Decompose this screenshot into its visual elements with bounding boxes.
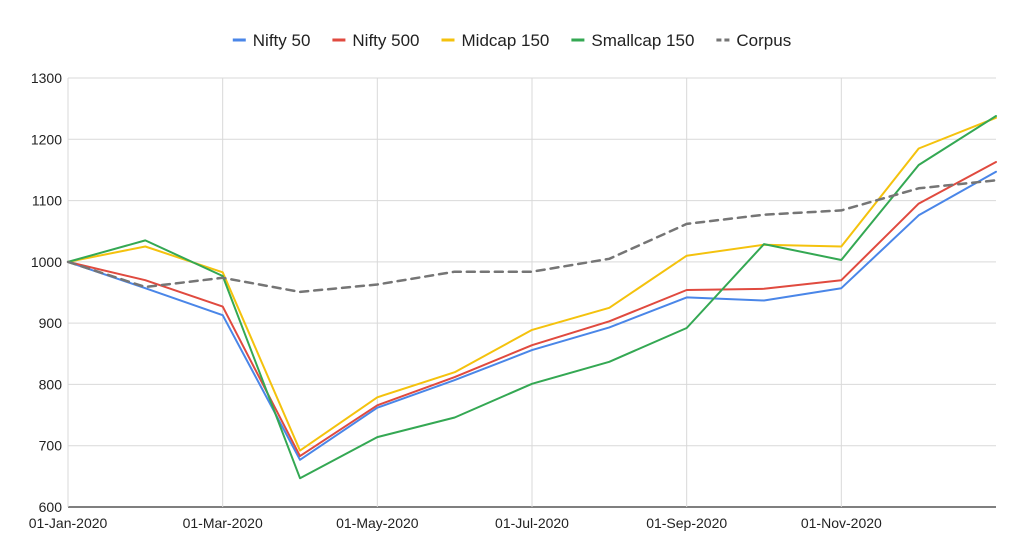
series-line-corpus [66, 179, 998, 294]
gridlines [67, 77, 996, 508]
series-line-nifty-500 [67, 161, 997, 458]
legend-label: Corpus [736, 31, 791, 50]
legend-item-nifty-500: Nifty 500 [332, 31, 420, 50]
x-axis-ticks: 01-Jan-2020 01-Mar-2020 01-May-2020 01-Jul-… [29, 515, 882, 531]
x-tick-label: 01-Jul-2020 [495, 515, 569, 531]
y-tick-label: 1000 [31, 254, 62, 270]
y-tick-label: 900 [39, 315, 63, 331]
y-tick-label: 800 [39, 376, 63, 392]
series-line-smallcap-150 [67, 115, 997, 480]
legend-label: Midcap 150 [462, 31, 550, 50]
y-axis-ticks: 600 700 800 900 1000 1100 1200 1300 [31, 70, 62, 515]
x-tick-label: 01-Nov-2020 [801, 515, 882, 531]
legend-label: Nifty 50 [253, 31, 311, 50]
series-line-nifty-50 [67, 170, 997, 461]
y-tick-label: 1100 [32, 193, 62, 209]
legend-item-midcap-150: Midcap 150 [441, 31, 550, 50]
legend: Nifty 50 Nifty 500 Midcap 150 Smallcap 150 C… [232, 31, 791, 50]
x-tick-label: 01-May-2020 [336, 515, 419, 531]
y-tick-label: 700 [39, 438, 63, 454]
y-tick-label: 1200 [31, 131, 62, 147]
x-tick-label: 01-Mar-2020 [183, 515, 263, 531]
legend-item-nifty-50: Nifty 50 [232, 31, 311, 50]
legend-item-corpus: Corpus [716, 31, 791, 50]
series-lines [66, 115, 998, 480]
legend-label: Nifty 500 [352, 31, 419, 50]
legend-label: Smallcap 150 [591, 31, 694, 50]
x-tick-label: 01-Jan-2020 [29, 515, 108, 531]
series-line-midcap-150 [67, 116, 997, 452]
legend-item-smallcap-150: Smallcap 150 [571, 31, 694, 50]
y-tick-label: 600 [39, 499, 63, 515]
y-tick-label: 1300 [31, 70, 62, 86]
x-tick-label: 01-Sep-2020 [646, 515, 727, 531]
